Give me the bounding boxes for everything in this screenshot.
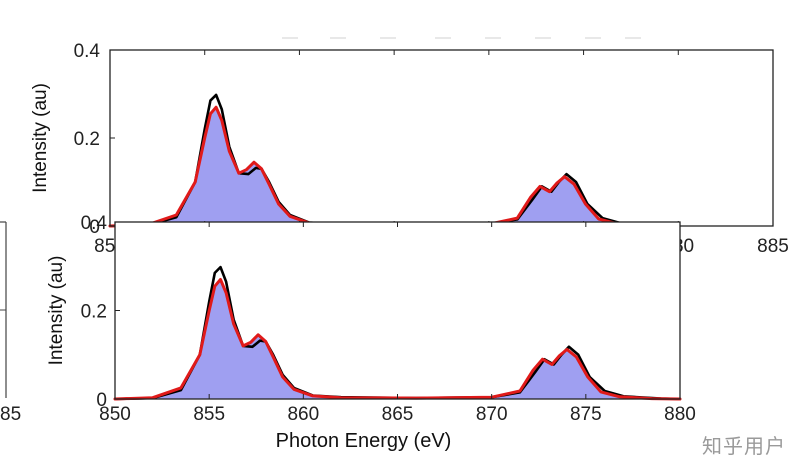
top-y-tick-label: 0.2 bbox=[74, 129, 100, 150]
top-y-tick-label: 0.4 bbox=[74, 41, 101, 62]
bottom-x-tick-label: 880 bbox=[664, 404, 696, 425]
bottom-x-tick-label: 850 bbox=[99, 404, 131, 425]
bottom-x-tick-label: 860 bbox=[287, 404, 319, 425]
bottom-x-tick-label: 870 bbox=[476, 404, 508, 425]
bottom-y-tick-label: 0 bbox=[96, 390, 107, 411]
bottom-x-tick-label: 855 bbox=[193, 404, 225, 425]
top-series-simulation-line bbox=[108, 105, 680, 228]
bottom-y-tick-label: 0.4 bbox=[81, 213, 108, 234]
fragment-tick-label: 85 bbox=[0, 404, 21, 425]
bottom-y-axis-label: Intensity (au) bbox=[46, 256, 67, 366]
bottom-panel: 850 855 860 865 870 875 880 0 0.2 0.4 Photon Energ… bbox=[46, 213, 696, 452]
left-edge-fragment: 85 bbox=[0, 221, 21, 425]
top-y-tick-label: 0 bbox=[89, 217, 100, 238]
bottom-x-axis-label: Photon Energy (eV) bbox=[276, 430, 452, 452]
watermark: 知乎用户 bbox=[702, 434, 786, 458]
bottom-y-tick-label: 0.2 bbox=[81, 302, 107, 323]
bottom-series-simulation-line bbox=[113, 278, 682, 401]
bottom-x-tick-label: 865 bbox=[382, 404, 414, 425]
top-y-axis-label: Intensity (au) bbox=[30, 83, 51, 193]
top-x-tick-label: 885 bbox=[757, 236, 789, 257]
bottom-x-tick-label: 875 bbox=[570, 404, 602, 425]
